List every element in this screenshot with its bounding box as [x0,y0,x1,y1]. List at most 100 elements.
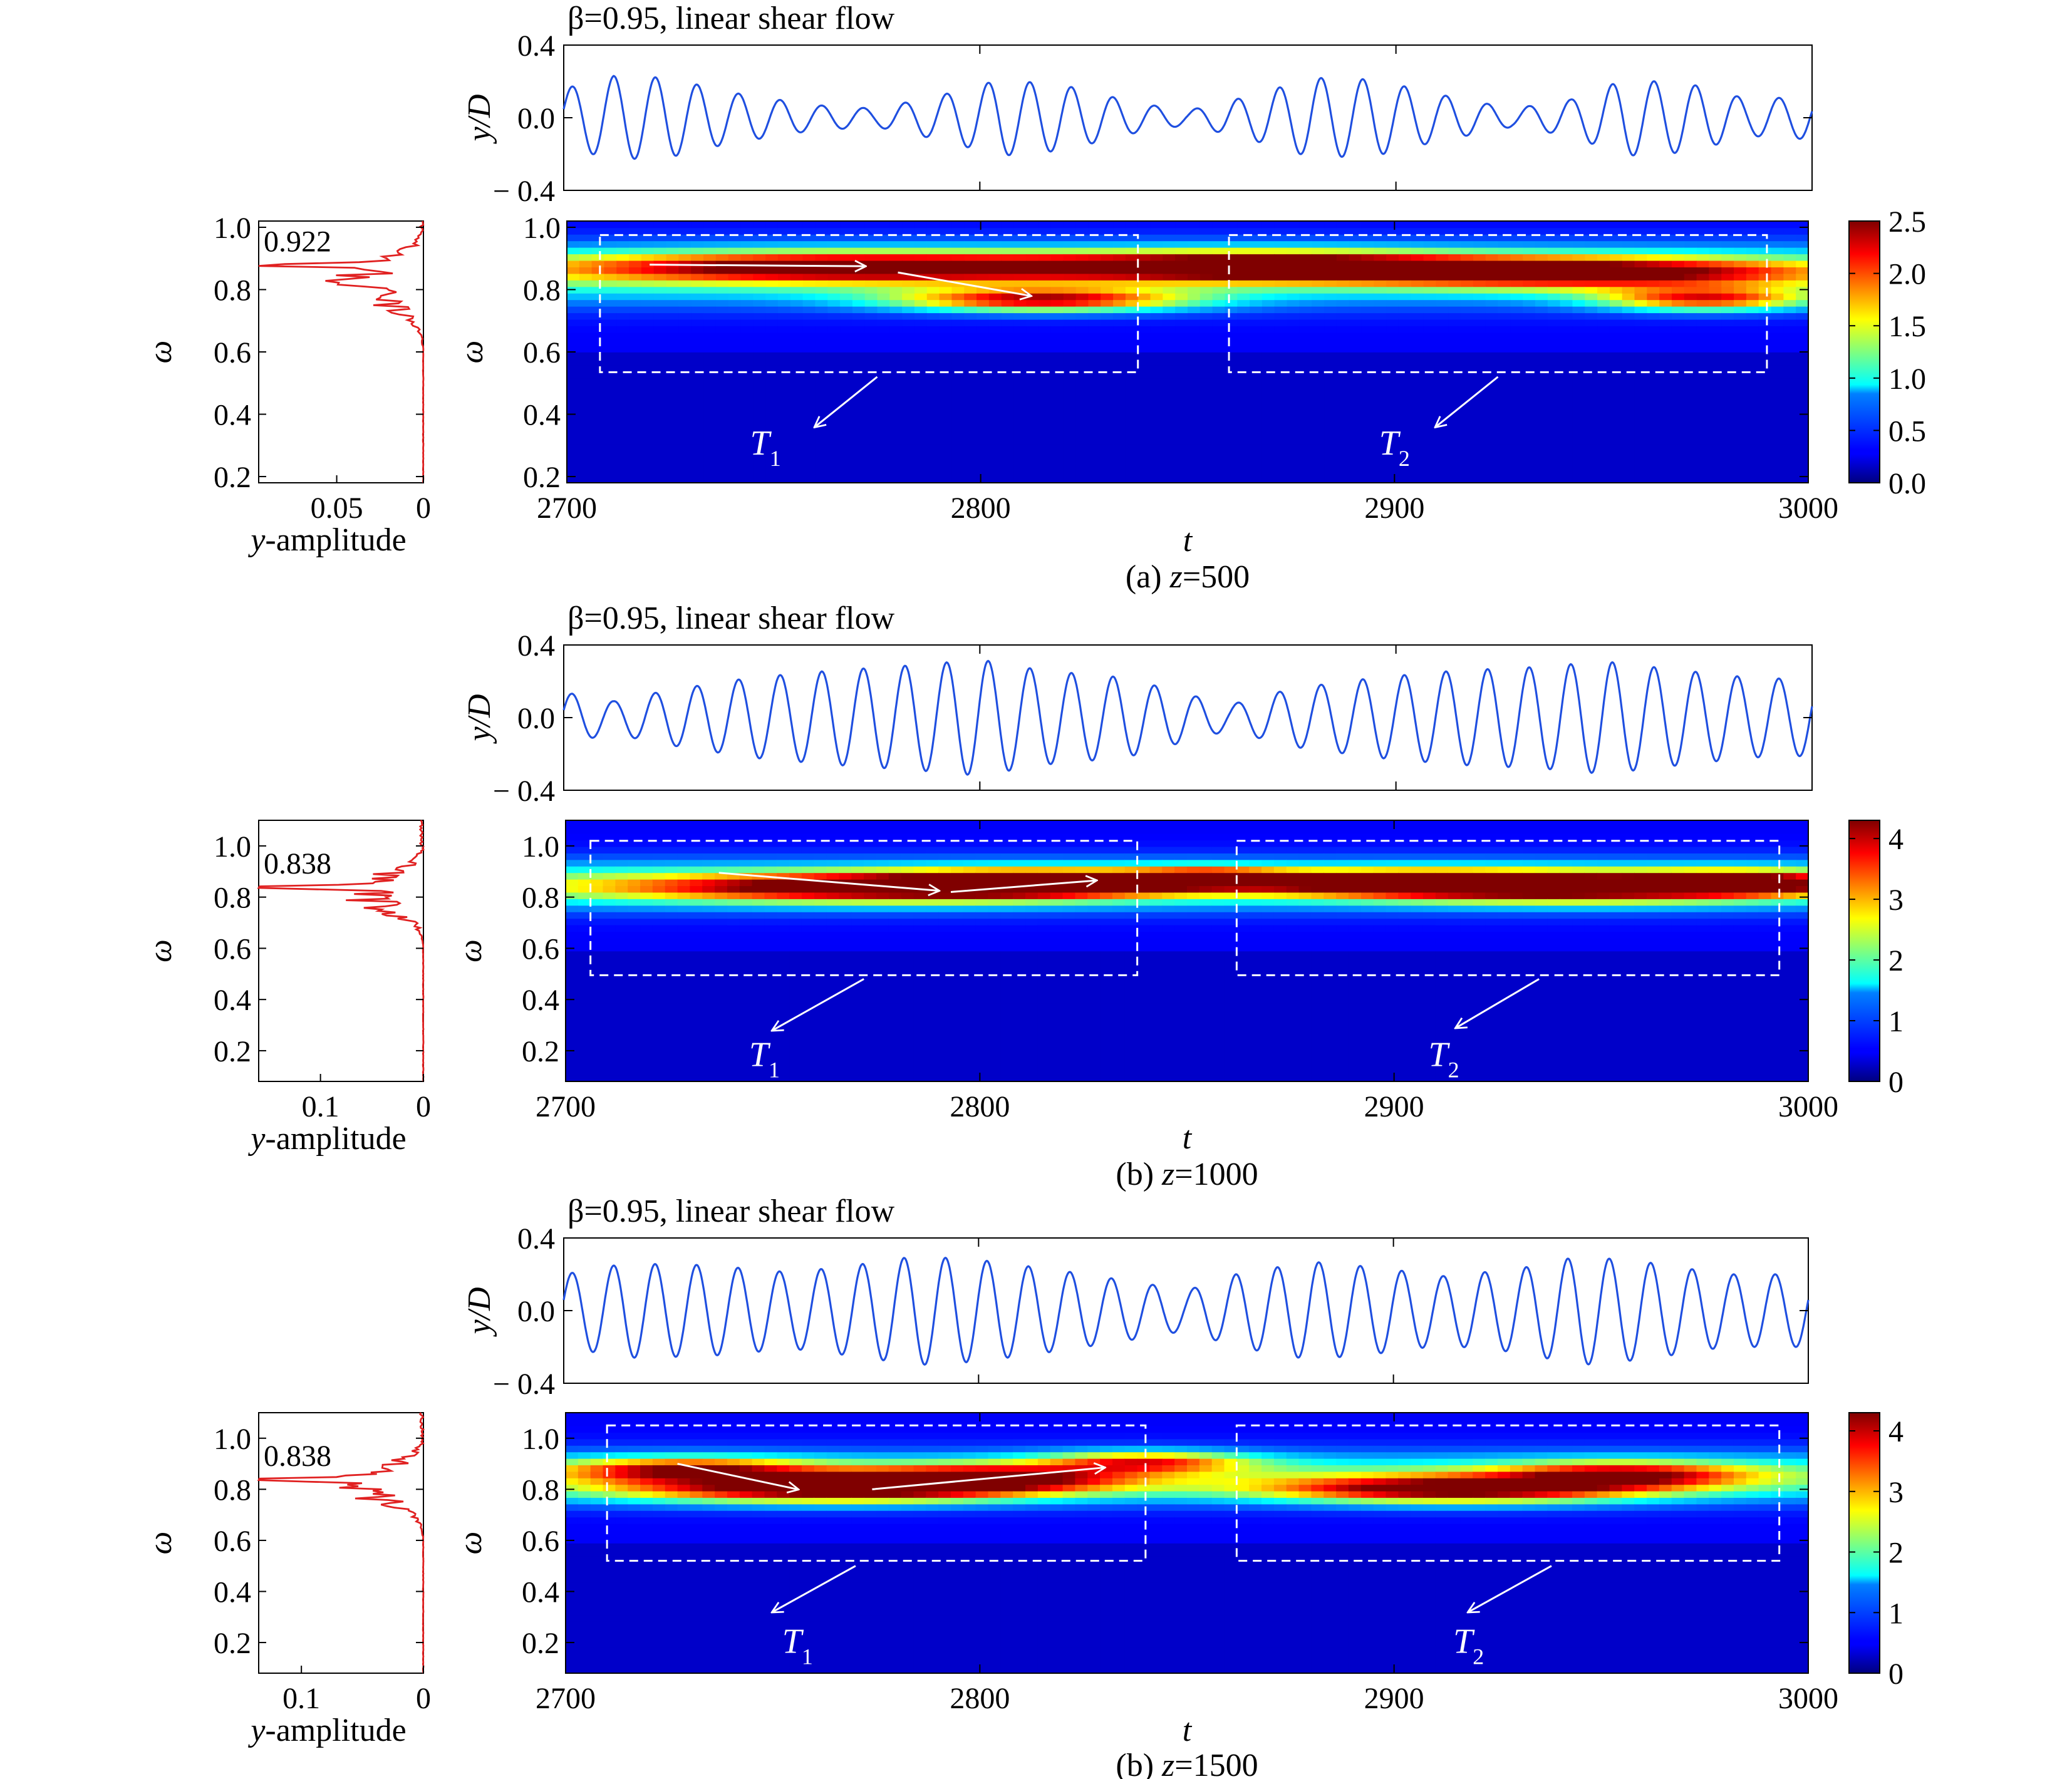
heatmap-cell [615,1048,628,1056]
heatmap-cell [951,463,965,470]
heatmap-cell [1361,391,1375,398]
heatmap-cell [615,872,628,880]
heatmap-cell [1199,470,1213,477]
heatmap-cell [590,1042,604,1049]
heatmap-cell [678,286,692,294]
heatmap-cell [1498,423,1511,431]
heatmap-cell [852,227,866,235]
heatmap-cell [652,990,666,998]
heatmap-cell [926,450,940,457]
heatmap-cell [567,234,580,242]
heatmap-cell [616,345,629,353]
heatmap-cell [1013,260,1027,267]
heatmap-cell [1634,306,1648,314]
heatmap-cell [1609,273,1623,281]
heatmap-cell [852,332,866,339]
heatmap-cell [590,911,604,919]
heatmap-cell [1261,450,1275,457]
heatmap-cell [814,1023,827,1030]
heatmap-cell [1758,404,1772,411]
heatmap-cell [666,364,680,373]
heatmap-cell [1535,358,1548,366]
heatmap-cell [1349,358,1362,366]
heatmap-cell [666,292,680,301]
heatmap-cell [1560,312,1573,320]
heatmap-cell [1374,430,1387,438]
heatmap-cell [1523,456,1536,464]
heatmap-cell [1336,280,1350,287]
heatmap-cell [590,957,604,965]
heatmap-cell [1274,456,1288,464]
heatmap-cell [641,423,655,431]
heatmap-cell [740,254,754,261]
heatmap-cell [764,840,778,847]
heatmap-cell [1597,436,1610,445]
heatmap-cell [1634,391,1648,398]
heatmap-cell [1671,463,1685,470]
heatmap-cell [666,227,680,235]
heatmap-cell [1287,443,1300,451]
heatmap-cell [1374,221,1387,229]
heatmap-cell [1758,463,1772,470]
heatmap-cell [1374,371,1387,379]
heatmap-cell [1386,436,1399,445]
heatmap-cell [1250,227,1263,235]
heatmap-cell [652,827,666,834]
heatmap-cell [926,436,940,445]
heatmap-cell [1374,345,1387,353]
heatmap-cell [926,240,940,248]
heatmap-cell [1560,273,1573,281]
heatmap-cell [1547,358,1561,366]
heatmap-cell [1585,260,1598,267]
heatmap-cell [1461,247,1474,255]
heatmap-cell [964,463,977,470]
heatmap-cell [1312,378,1325,386]
heatmap-cell [1473,280,1486,287]
heatmap-cell [815,456,829,464]
heatmap-cell [765,227,779,235]
heatmap-cell [902,423,915,431]
heatmap-cell [715,247,729,255]
heatmap-cell [939,260,953,267]
heatmap-cell [1150,345,1164,353]
heatmap-cell [691,371,704,379]
heatmap-cell [802,339,816,346]
heatmap-cell [1188,358,1201,366]
heatmap-cell [653,450,667,457]
heatmap-cell [1212,364,1226,373]
heatmap-cell [801,820,815,828]
heatmap-cell [1075,280,1089,287]
heatmap-cell [1237,240,1250,248]
heatmap-cell [652,833,666,841]
heatmap-cell [566,840,579,847]
heatmap-cell [1547,404,1561,411]
heatmap-cell [1796,456,1809,464]
heatmap-cell [1163,417,1176,425]
heatmap-cell [1075,292,1089,301]
heatmap-cell [1250,430,1263,438]
heatmap-cell [1461,358,1474,366]
heatmap-cell [914,319,928,326]
heatmap-cell [640,865,653,874]
heatmap-cell [578,865,591,874]
heatmap-cell [715,872,728,880]
heatmap-cell [1560,292,1573,301]
heatmap-cell [777,430,791,438]
heatmap-cell [739,944,753,952]
heatmap-cell [1349,371,1362,379]
heatmap-cell [1150,332,1164,339]
heatmap-cell [1758,286,1772,294]
heatmap-cell [1485,470,1499,477]
heatmap-cell [1386,240,1399,248]
heatmap-cell [1274,443,1288,451]
heatmap-cell [753,339,766,346]
heatmap-cell [1448,247,1461,255]
heatmap-cell [578,970,591,978]
heatmap-cell [652,924,666,932]
heatmap-cell [1324,470,1337,477]
heatmap-cell [677,924,691,932]
heatmap-cell [1101,299,1114,307]
heatmap-cell [615,833,628,841]
heatmap-cell [739,820,753,828]
heatmap-cell [1175,456,1188,464]
